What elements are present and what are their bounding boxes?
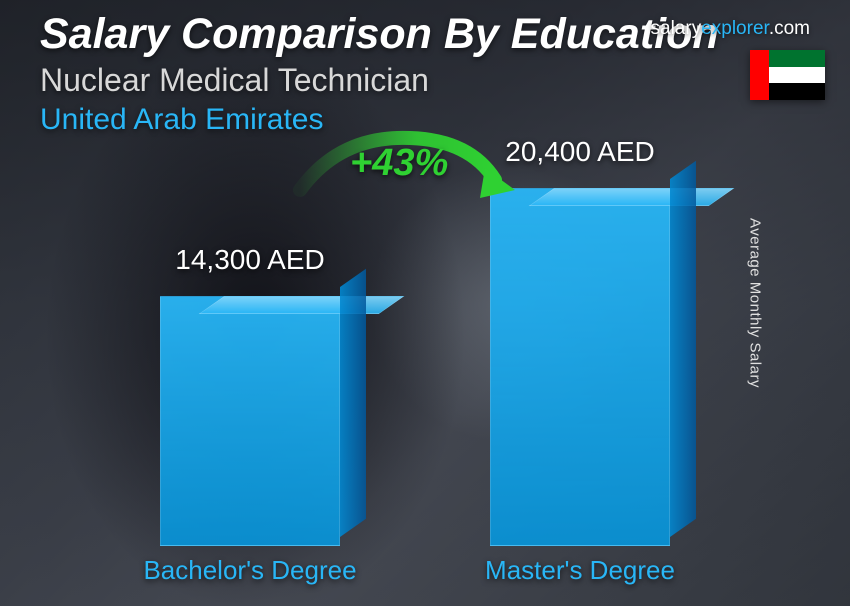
brand-prefix: salary — [651, 18, 702, 39]
brand-label: salaryexplorer.com — [651, 18, 810, 40]
page-title: Salary Comparison By Education — [40, 10, 719, 59]
bar3d — [160, 296, 340, 546]
flag-red — [750, 50, 769, 100]
brand-mid: explorer — [701, 18, 769, 39]
bar-masters — [490, 188, 670, 546]
bar-top — [199, 296, 405, 314]
bar-front — [490, 188, 670, 546]
brand-suffix: .com — [769, 18, 810, 39]
job-subtitle: Nuclear Medical Technician — [40, 62, 429, 99]
category-label-bachelors: Bachelor's Degree — [120, 555, 380, 586]
uae-flag-icon — [750, 50, 825, 100]
chart-container: Salary Comparison By Education Nuclear M… — [0, 0, 850, 606]
flag-white — [769, 67, 825, 84]
flag-stripes — [769, 50, 825, 100]
value-label-bachelors: 14,300 AED — [120, 244, 380, 276]
bar-side — [340, 269, 366, 537]
bar-side — [670, 161, 696, 537]
bar3d — [490, 188, 670, 546]
category-label-masters: Master's Degree — [450, 555, 710, 586]
bar-bachelors — [160, 296, 340, 546]
bar-top — [529, 188, 735, 206]
flag-green — [769, 50, 825, 67]
bar-front — [160, 296, 340, 546]
flag-black — [769, 83, 825, 100]
percent-change-badge: +43% — [350, 142, 448, 185]
